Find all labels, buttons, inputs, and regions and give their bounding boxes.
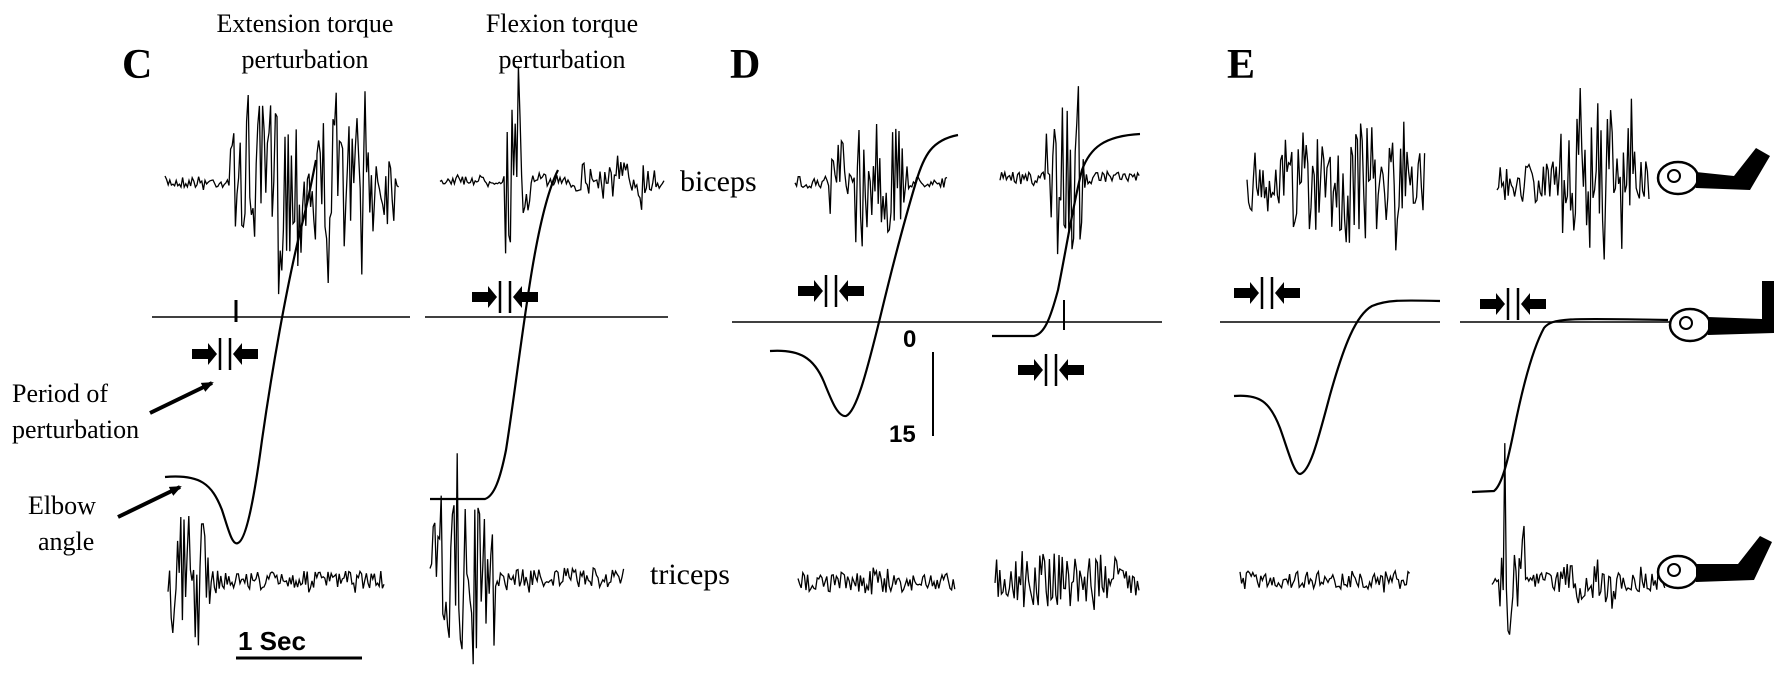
emg-biceps-d-extension — [794, 123, 948, 247]
panel-label-d: D — [730, 42, 760, 88]
perturbation-marker-d-extension — [798, 275, 864, 307]
header-extension-line2: perturbation — [241, 45, 368, 74]
elbow-pointer-arrow — [117, 485, 182, 519]
emg-biceps-e-flexion — [1496, 87, 1650, 260]
emg-biceps-c-extension — [164, 91, 400, 295]
emg-triceps-d-extension — [797, 567, 956, 595]
perturbation-marker-e-flexion — [1480, 288, 1546, 320]
perturbation-marker-d-flexion — [1018, 354, 1084, 386]
emg-triceps-e-extension — [1239, 569, 1411, 593]
angle-scale-zero: 0 — [903, 326, 916, 353]
triceps-label: triceps — [650, 558, 730, 591]
arm-horizontal-icon — [1668, 281, 1774, 343]
emg-triceps-c-extension — [167, 515, 385, 646]
elbow-angle-trace-e-extension — [1233, 299, 1441, 476]
perturbation-markers-group — [192, 275, 1546, 386]
arm-flexed-icon — [1656, 148, 1770, 196]
emg-triceps-d-flexion — [994, 551, 1140, 610]
header-flexion-line2: perturbation — [498, 45, 625, 74]
emg-triceps-e-flexion — [1491, 443, 1666, 635]
emg-biceps-c-flexion — [439, 66, 665, 254]
elbow-angle-trace-d-flexion — [992, 132, 1141, 338]
header-extension-line1: Extension torque — [217, 9, 394, 38]
angle-scale-fifteen: 15 — [889, 421, 916, 448]
elbow-angle-trace-c-flexion — [430, 169, 559, 501]
panel-label-e: E — [1227, 42, 1255, 88]
panel-label-c: C — [122, 42, 152, 88]
emg-triceps-c-flexion — [429, 453, 625, 665]
period-pointer-arrow — [149, 381, 214, 415]
period-annotation-line2: perturbation — [12, 415, 139, 444]
perturbation-marker-c-flexion — [472, 281, 538, 313]
period-annotation-line1: Period of — [12, 379, 108, 408]
elbow-annotation-line1: Elbow — [28, 491, 96, 520]
emg-traces-group — [164, 66, 1666, 665]
perturbation-marker-c-extension — [192, 338, 258, 370]
elbow-annotation-line2: angle — [38, 527, 94, 556]
emg-biceps-e-extension — [1246, 121, 1426, 251]
emg-biceps-d-flexion — [999, 86, 1140, 255]
arm-extended-icon — [1656, 536, 1772, 590]
header-flexion-line1: Flexion torque — [486, 9, 638, 38]
biceps-label: biceps — [680, 165, 757, 198]
elbow-angle-trace-e-flexion — [1471, 317, 1669, 494]
perturbation-marker-e-extension — [1234, 277, 1300, 309]
time-scale-label: 1 Sec — [238, 626, 306, 656]
